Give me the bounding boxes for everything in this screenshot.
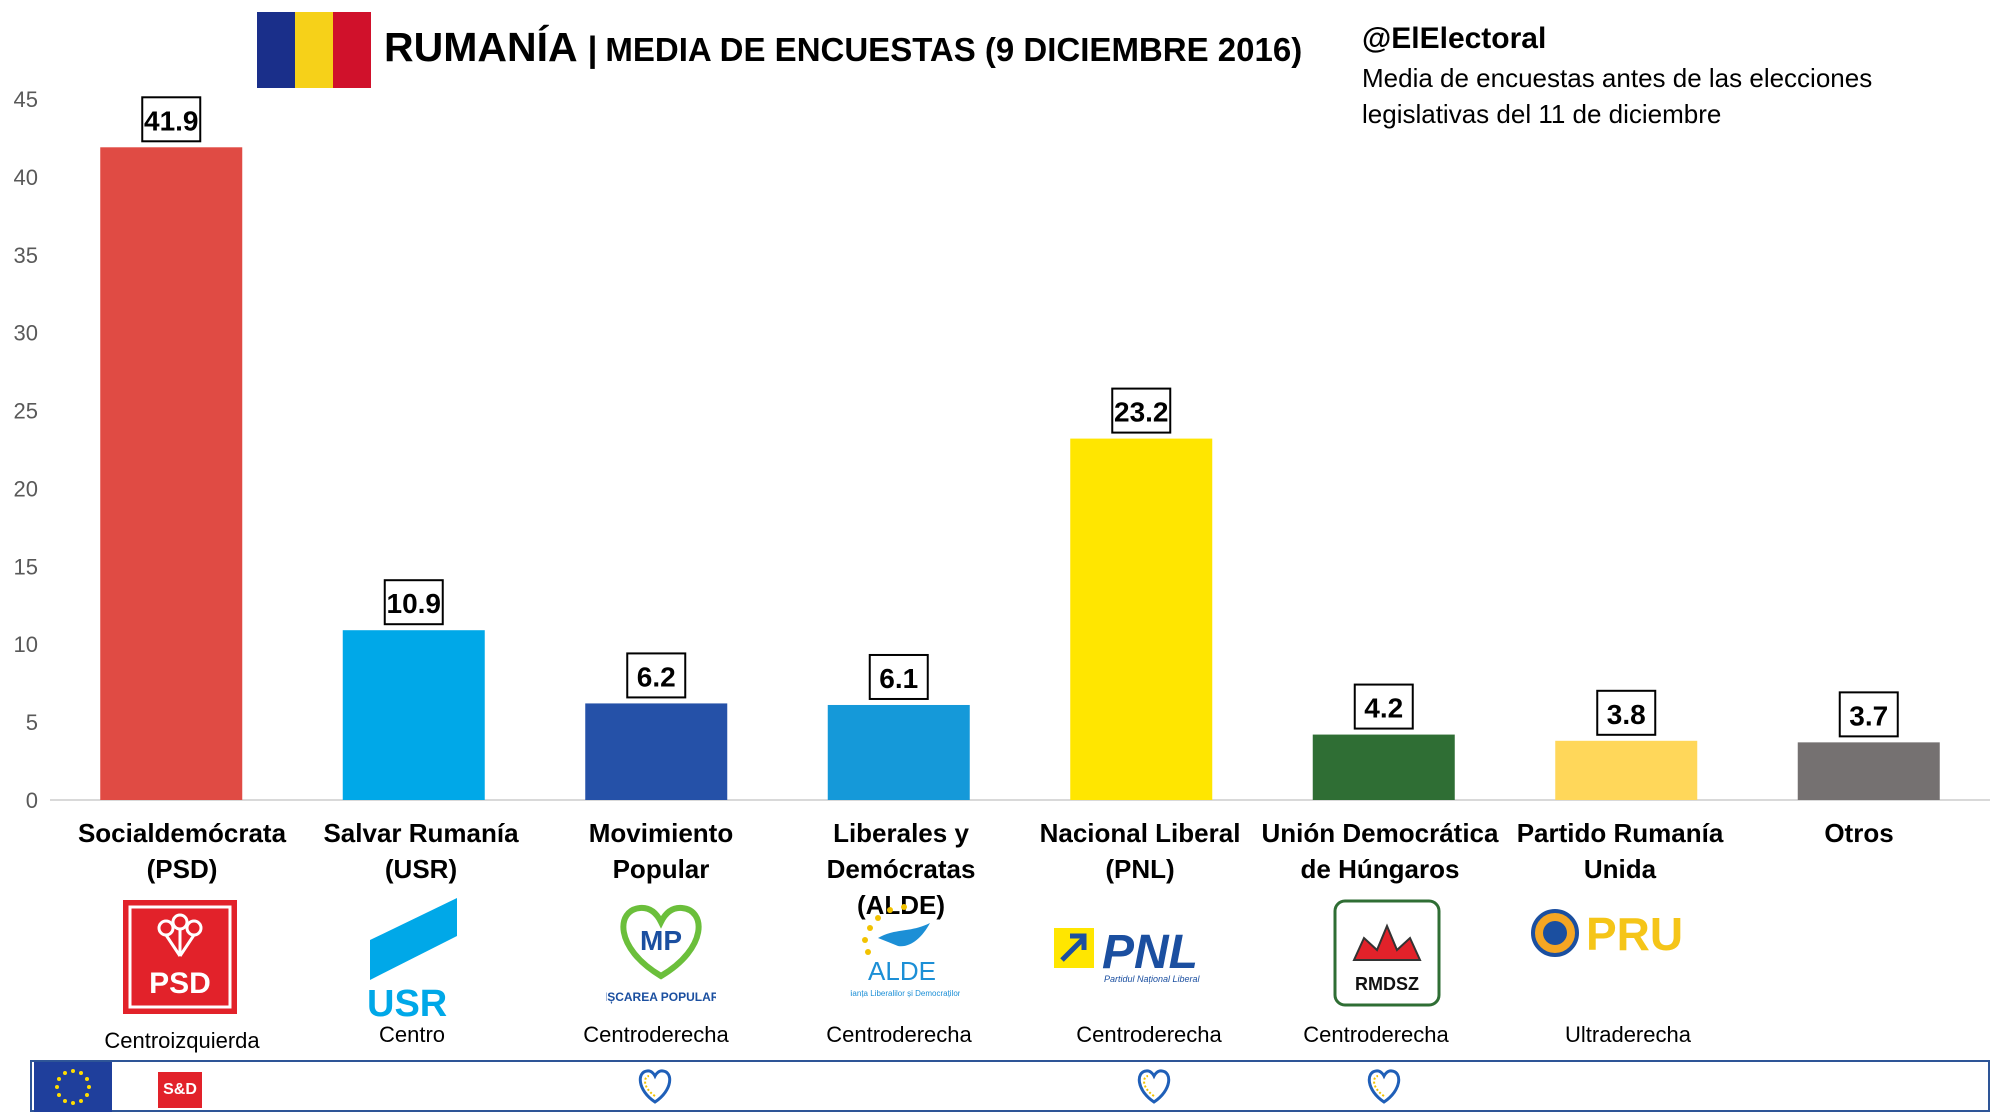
bar [827, 704, 970, 800]
usr-logo: USR [367, 898, 457, 1018]
data-label: 4.2 [1364, 693, 1403, 724]
data-label-box [626, 652, 687, 699]
pru-logo-text: PRU [1586, 908, 1683, 960]
title-separator: | [587, 30, 598, 69]
data-label: 3.7 [1849, 700, 1888, 731]
data-label-box [1353, 683, 1414, 730]
pnl-logo-subtext: Partidul Național Liberal [1104, 974, 1201, 984]
ideology-label-udmr: Centroderecha [1303, 1022, 1449, 1047]
category-line: (PNL) [1105, 854, 1175, 884]
rmdsz-tulip-logo: RMDSZ [1333, 899, 1441, 1007]
category-line: Demócratas (ALDE) [826, 854, 976, 920]
category-label-otros: Otros [1739, 815, 1979, 851]
category-line: (USR) [384, 854, 458, 884]
data-label: 6.1 [879, 663, 918, 694]
category-label-pnl: Nacional Liberal (PNL) [1020, 815, 1260, 887]
category-label-alde: Liberales y Demócratas (ALDE) [781, 815, 1021, 923]
psd-logo-text: PSD [149, 967, 211, 1000]
flag-stripe-blue [257, 12, 295, 88]
y-tick-label: 40 [14, 165, 38, 190]
category-line: Salvar Rumanía [323, 818, 519, 848]
european-group-strip [30, 1060, 1990, 1112]
category-line: Nacional Liberal [1039, 818, 1241, 848]
data-label-box [1111, 387, 1172, 434]
chart-description: Media de encuestas antes de las eleccion… [1362, 63, 1873, 129]
usr-logo-text: USR [367, 983, 447, 1018]
alde-logo-subtext: Alianța Liberalilor și Democraților [850, 989, 960, 998]
category-line: Liberales y [833, 818, 969, 848]
romania-flag [257, 12, 371, 88]
bar [1070, 438, 1213, 800]
pnl-logo-text: PNL [1102, 926, 1198, 979]
y-tick-label: 20 [14, 476, 38, 501]
y-tick-label: 25 [14, 399, 38, 424]
category-label-mp: Movimiento Popular [541, 815, 781, 887]
category-label-usr: Salvar Rumanía (USR) [301, 815, 541, 887]
title-main: RUMANÍA [384, 24, 578, 70]
data-label: 6.2 [637, 661, 676, 692]
category-line: Movimiento [588, 818, 734, 848]
author-handle: @ElElectoral [1362, 22, 1547, 55]
page-title: RUMANÍA | MEDIA DE ENCUESTAS (9 DICIEMBRE … [384, 24, 1302, 71]
category-line: de Húngaros [1300, 854, 1460, 884]
mp-heart-logo: MP MIȘCAREA POPULARĂ [606, 904, 716, 1004]
psd-rose-logo: PSD [123, 900, 237, 1014]
epp-heart-icon [638, 1069, 672, 1104]
category-line: Socialdemócrata [77, 818, 287, 848]
bar [1312, 734, 1455, 800]
ideology-label-pru: Ultraderecha [1565, 1022, 1691, 1047]
y-tick-label: 45 [14, 87, 38, 112]
data-label: 41.9 [144, 105, 199, 136]
y-tick-label: 35 [14, 243, 38, 268]
bar [1797, 742, 1940, 800]
y-tick-label: 0 [26, 788, 38, 813]
bar [1555, 740, 1698, 800]
pru-crest-logo: PRU [1531, 908, 1683, 960]
sd-group-logo: S&D [158, 1072, 202, 1108]
ideology-label-usr: Centro [378, 1022, 446, 1047]
category-label-psd: Socialdemócrata (PSD) [62, 815, 302, 887]
alde-bird-logo: ALDE Alianța Liberalilor și Democraților [850, 904, 960, 998]
category-line: (PSD) [146, 854, 218, 884]
data-label-box [141, 96, 202, 143]
category-line: Unida [1583, 854, 1657, 884]
mp-logo-subtext: MIȘCAREA POPULARĂ [606, 989, 716, 1004]
y-tick-label: 10 [14, 632, 38, 657]
ideology-label-alde: Centroderecha [826, 1022, 972, 1047]
bar [100, 147, 243, 800]
category-label-pru: Partido Rumanía Unida [1500, 815, 1740, 887]
epp-heart-icon [1137, 1069, 1171, 1104]
pnl-arrow-logo: PNL Partidul Național Liberal [1054, 926, 1201, 984]
alde-logo-text: ALDE [868, 956, 936, 986]
mp-logo-text: MP [640, 925, 682, 956]
category-label-udmr: Unión Democrática de Húngaros [1260, 815, 1500, 887]
data-label-box [383, 579, 444, 626]
y-tick-label: 15 [14, 554, 38, 579]
eu-flag-icon [34, 1062, 112, 1112]
category-line: Otros [1824, 818, 1894, 848]
data-label: 23.2 [1114, 397, 1169, 428]
bar [342, 630, 485, 800]
flag-stripe-yellow [295, 12, 333, 88]
ideology-label-mp: Centroderecha [583, 1022, 729, 1047]
epp-heart-icon [1367, 1069, 1401, 1104]
ideology-label-pnl: Centroderecha [1076, 1022, 1222, 1047]
rmdsz-logo-text: RMDSZ [1355, 974, 1419, 994]
flag-stripe-red [333, 12, 371, 88]
data-label-box [1838, 691, 1899, 738]
ideology-label-psd: Centroizquierda [104, 1028, 260, 1053]
category-line: Unión Democrática [1261, 818, 1499, 848]
bar [585, 703, 728, 800]
data-label-box [1596, 689, 1657, 736]
title-subtitle: MEDIA DE ENCUESTAS (9 DICIEMBRE 2016) [605, 31, 1303, 68]
y-tick-label: 30 [14, 321, 38, 346]
data-label: 10.9 [387, 588, 442, 619]
category-line: Partido Rumanía [1516, 818, 1724, 848]
y-tick-label: 5 [26, 710, 38, 735]
data-label: 3.8 [1607, 699, 1646, 730]
category-line: Popular [612, 854, 710, 884]
bar-chart: 0 5 10 15 20 25 30 35 40 45 41.9 10.9 6.2 6.1 23.2 4.2 3… [14, 87, 1990, 813]
data-label-box [868, 653, 929, 700]
